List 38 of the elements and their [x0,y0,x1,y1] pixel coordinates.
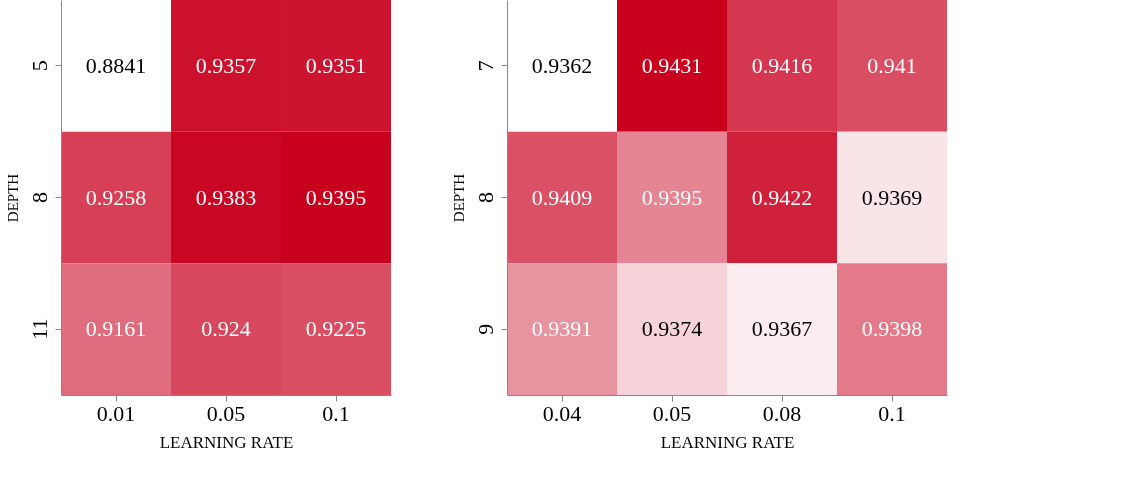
y-tick-label: 5 [26,60,52,72]
y-tick-label: 8 [26,192,52,203]
x-axis-title: LEARNING RATE [159,432,294,452]
x-axis-title: LEARNING RATE [660,432,795,452]
x-tick-label: 0.05 [652,400,692,426]
data-label: 0.9357 [195,52,257,78]
data-label: 0.9391 [531,316,593,342]
x-tick-label: 0.08 [762,400,802,426]
data-label: 0.9351 [305,52,367,78]
data-label: 0.9258 [85,184,147,210]
y-tick-label: 7 [472,60,498,72]
y-tick-label: 9 [472,323,498,335]
y-tick-label: 11 [26,318,52,340]
x-tick-label: 0.1 [322,400,350,426]
data-label: 0.924 [201,316,251,342]
y-axis-title: DEPTH [4,173,21,223]
data-label: 0.9161 [85,316,147,342]
data-label: 0.9431 [641,52,703,78]
y-axis-title: DEPTH [450,173,467,223]
data-label: 0.9409 [531,184,593,210]
data-label: 0.9416 [751,52,813,78]
data-label: 0.9367 [751,316,813,342]
x-tick-label: 0.1 [878,400,906,426]
data-label: 0.9369 [861,184,923,210]
y-tick-label: 8 [472,192,498,203]
data-label: 0.941 [867,52,917,78]
x-tick-label: 0.01 [96,400,136,426]
data-label: 0.9225 [305,316,367,342]
data-label: 0.9395 [305,184,367,210]
data-label: 0.8841 [85,52,147,78]
data-label: 0.9362 [531,52,593,78]
data-label: 0.9395 [641,184,703,210]
x-tick-label: 0.05 [206,400,246,426]
data-label: 0.9374 [641,316,703,342]
x-tick-label: 0.04 [542,400,582,426]
data-label: 0.9398 [861,316,923,342]
data-label: 0.9422 [751,184,813,210]
data-label: 0.9383 [195,184,257,210]
